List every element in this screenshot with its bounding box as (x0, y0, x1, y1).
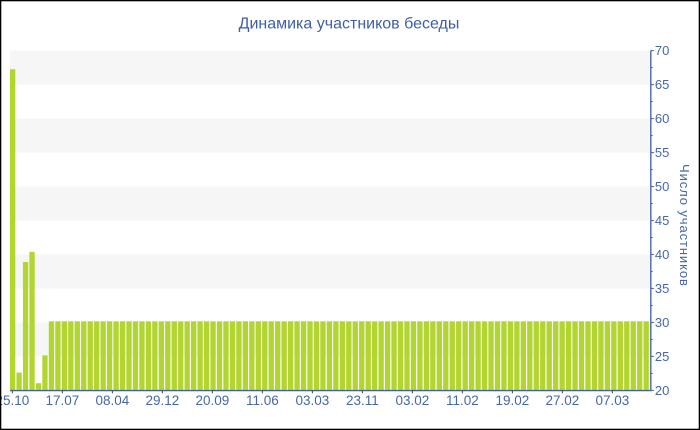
svg-text:07.03: 07.03 (596, 393, 630, 408)
svg-text:25.10: 25.10 (0, 393, 29, 408)
svg-text:23.11: 23.11 (346, 393, 379, 408)
svg-text:08.04: 08.04 (96, 393, 130, 408)
svg-text:29.12: 29.12 (146, 393, 180, 408)
svg-text:65: 65 (655, 77, 669, 92)
svg-text:45: 45 (655, 213, 669, 228)
svg-text:25: 25 (655, 349, 669, 364)
svg-text:27.02: 27.02 (546, 393, 580, 408)
svg-text:20.09: 20.09 (196, 393, 230, 408)
svg-text:17.07: 17.07 (46, 393, 80, 408)
svg-text:Динамика участников беседы: Динамика участников беседы (239, 16, 460, 33)
svg-text:19.02: 19.02 (496, 393, 530, 408)
svg-text:35: 35 (655, 281, 669, 296)
svg-text:40: 40 (655, 247, 669, 262)
svg-text:60: 60 (655, 111, 669, 126)
svg-text:03.02: 03.02 (396, 393, 430, 408)
svg-text:20: 20 (655, 383, 669, 398)
svg-text:30: 30 (655, 315, 669, 330)
svg-text:55: 55 (655, 145, 669, 160)
svg-text:Число участников: Число участников (677, 164, 692, 287)
svg-text:11.02: 11.02 (446, 393, 479, 408)
svg-text:50: 50 (655, 179, 669, 194)
svg-text:03.03: 03.03 (296, 393, 330, 408)
svg-text:70: 70 (655, 43, 669, 58)
svg-text:11.06: 11.06 (246, 393, 279, 408)
